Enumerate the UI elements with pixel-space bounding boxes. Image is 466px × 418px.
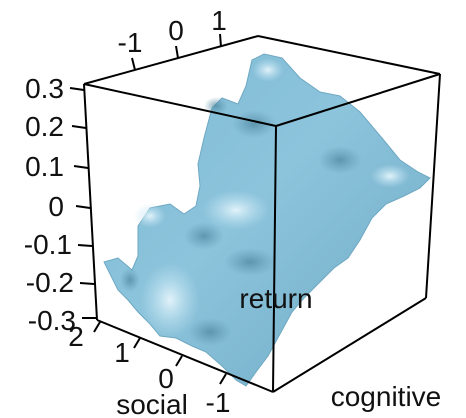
surface-highlight [134,204,166,228]
surface-shadow [184,222,224,250]
y-axis-label: cognitive [331,381,442,412]
surface-shadow [188,318,232,346]
z-tick-label: 0.2 [25,111,64,142]
z-tick-label: -0.2 [26,267,74,298]
surface-highlight [370,164,410,188]
social-axis-ticks [93,321,227,385]
x-axis-label: social [116,389,188,418]
top-axis-tick-labels: -1 0 1 [118,5,227,58]
z-tick-label: -0.3 [28,305,76,336]
box-front-edges [83,73,441,393]
surface-highlight [140,262,200,338]
surface-shadow [318,146,362,174]
z-tick-label: 0 [48,191,64,222]
z-tick-label: 0.3 [25,73,64,104]
social-axis-tick-labels: 2 1 0 -1 [68,321,230,418]
top-axis-ticks [131,33,222,71]
surface-shadow [232,110,276,138]
top-tick-label: 1 [211,5,227,36]
surface-shadow [224,248,276,276]
surface-shadow [204,97,228,115]
box-back-edges [83,35,441,321]
surface-highlight [252,58,284,82]
z-axis-ticks [69,87,96,319]
social-tick-label: -1 [206,387,231,418]
z-axis-label: return [239,283,312,314]
surface-highlight [202,190,270,230]
z-tick-label: -0.1 [24,229,72,260]
social-tick-label: 1 [114,337,130,368]
top-tick-label: -1 [118,27,143,58]
social-tick-label: 0 [158,363,174,394]
top-tick-label: 0 [168,15,184,46]
response-surface [103,53,431,387]
social-tick-label: 2 [68,321,84,352]
z-tick-label: 0.1 [25,151,64,182]
z-axis-tick-labels: 0.3 0.2 0.1 0 -0.1 -0.2 -0.3 [24,73,76,336]
surface-shadow [120,268,140,292]
